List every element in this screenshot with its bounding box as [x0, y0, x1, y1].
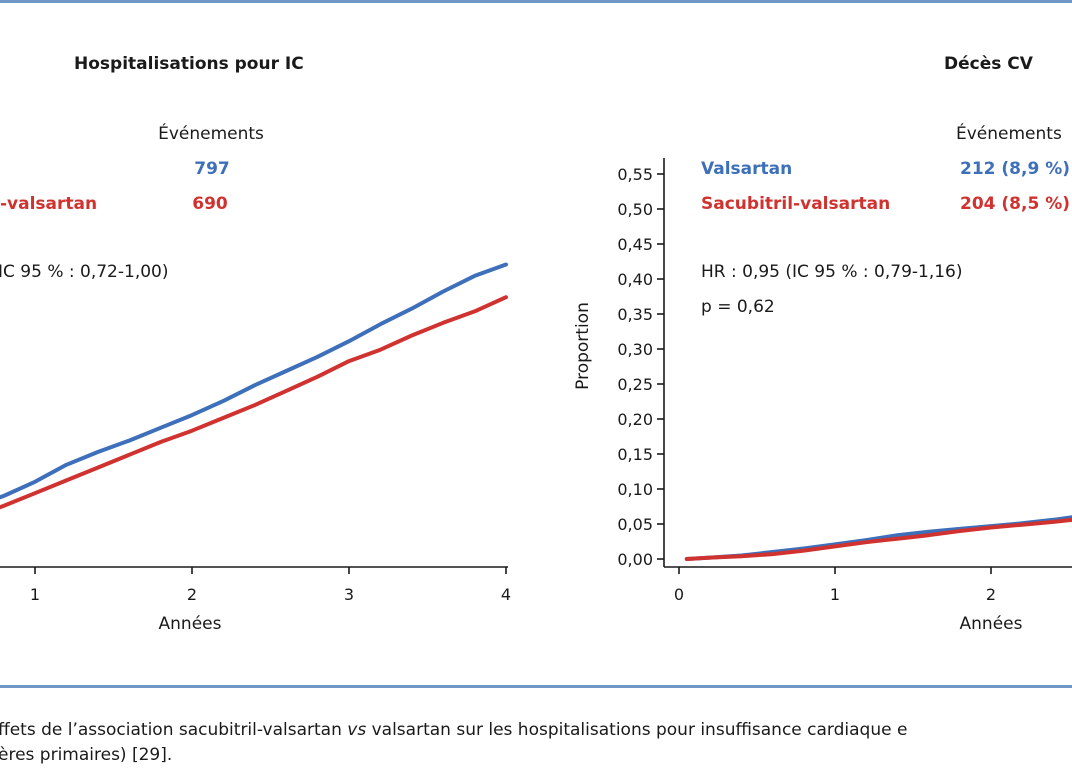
right-y-tick-label: 0,35 — [617, 305, 653, 324]
bottom-divider — [0, 685, 1072, 688]
left-x-tick-label: 3 — [344, 585, 354, 604]
right-y-tick-label: 0,10 — [617, 480, 653, 499]
left-panel-title: Hospitalisations pour IC — [74, 54, 304, 74]
right-valsartan-line — [684, 515, 1072, 561]
right-x-tick-label: 1 — [830, 585, 840, 604]
right-y-ticks: 0,00 0,05 0,10 0,15 0,20 0,25 0,30 0,35 0,40 0,45… — [617, 165, 664, 569]
right-y-tick-label: 0,25 — [617, 375, 653, 394]
right-sacubitril-line — [684, 517, 1072, 561]
right-legend-count-sacubitril: 204 (8,5 %) — [960, 194, 1070, 214]
left-x-tick-label: 1 — [30, 585, 40, 604]
left-hr-annotation: IC 95 % : 0,72-1,00) — [0, 262, 168, 282]
left-events-header: Événements — [158, 122, 264, 144]
right-chart: 0,00 0,05 0,10 0,15 0,20 0,25 0,30 0,35 0,40 0,45… — [573, 122, 1072, 634]
right-y-tick-label: 0,00 — [617, 550, 653, 569]
right-legend-label-sacubitril: Sacubitril-valsartan — [701, 194, 890, 214]
left-valsartan-line — [0, 262, 508, 500]
right-y-tick-label: 0,50 — [617, 200, 653, 219]
right-y-tick-label: 0,30 — [617, 340, 653, 359]
right-y-axis-title: Proportion — [573, 302, 593, 390]
right-events-header: Événements — [956, 122, 1062, 144]
top-divider — [0, 0, 1072, 3]
caption-line1-end: valsartan sur les hospitalisations pour … — [366, 720, 908, 740]
figure-caption: ffets de l’association sacubitril-valsar… — [0, 718, 1072, 768]
right-x-tick-label: 0 — [674, 585, 684, 604]
right-legend-label-valsartan: Valsartan — [701, 159, 792, 179]
right-x-ticks: 0 1 2 — [674, 567, 996, 604]
left-legend-count-valsartan: 797 — [194, 159, 230, 179]
right-series-lines — [684, 515, 1072, 561]
right-y-tick-label: 0,05 — [617, 515, 653, 534]
right-y-tick-label: 0,15 — [617, 445, 653, 464]
left-x-tick-label: 4 — [501, 585, 511, 604]
left-legend-count-sacubitril: 690 — [192, 194, 228, 214]
caption-line2: ères primaires) [29]. — [0, 745, 173, 765]
left-x-axis-title: Années — [159, 614, 222, 634]
right-y-tick-label: 0,20 — [617, 410, 653, 429]
caption-italic-vs: vs — [347, 720, 367, 740]
left-sacubitril-line — [0, 295, 508, 510]
left-chart: 1 2 3 4 Années Événements 797 -valsartan 69… — [0, 122, 511, 634]
right-hr-annotation: HR : 0,95 (IC 95 % : 0,79-1,16) — [701, 262, 963, 282]
left-x-ticks: 1 2 3 4 — [30, 567, 511, 604]
right-y-tick-label: 0,55 — [617, 165, 653, 184]
right-panel-title: Décès CV — [944, 54, 1033, 74]
right-x-axis-title: Années — [960, 614, 1023, 634]
caption-line1-start: ffets de l’association sacubitril-valsar… — [0, 720, 348, 740]
left-x-tick-label: 2 — [187, 585, 197, 604]
right-y-tick-label: 0,40 — [617, 270, 653, 289]
right-legend-count-valsartan: 212 (8,9 %) — [960, 159, 1070, 179]
right-x-tick-label: 2 — [986, 585, 996, 604]
right-y-tick-label: 0,45 — [617, 235, 653, 254]
left-legend-label-sacubitril: -valsartan — [0, 194, 97, 214]
left-series-lines — [0, 262, 508, 510]
right-p-annotation: p = 0,62 — [701, 297, 775, 317]
